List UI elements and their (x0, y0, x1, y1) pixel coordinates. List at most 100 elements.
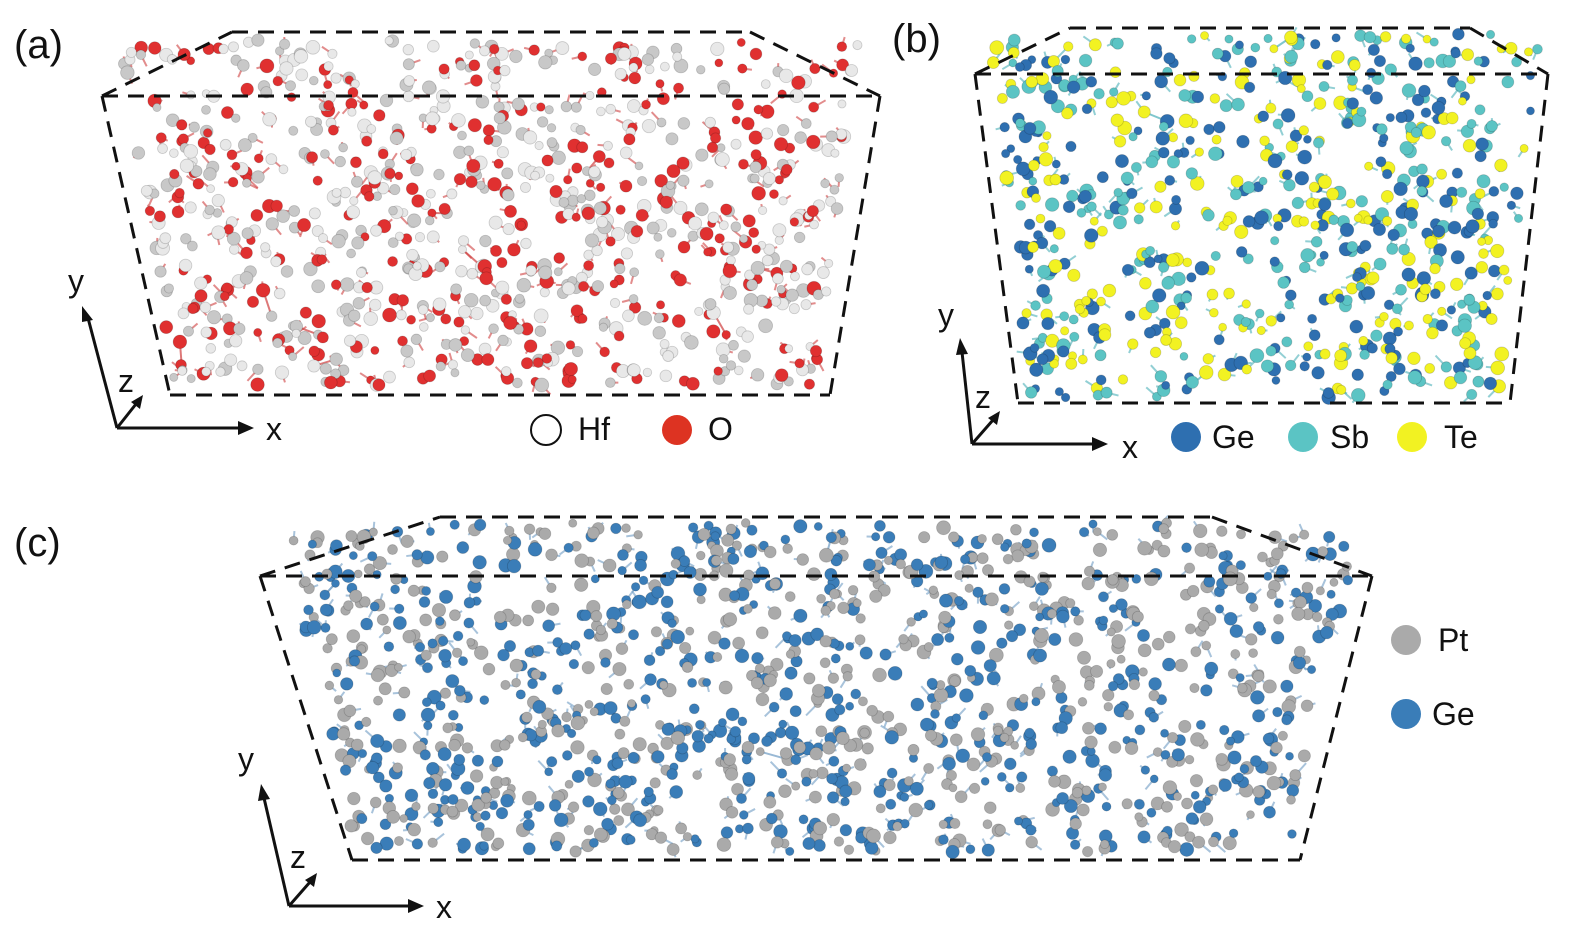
panel-a-axes: y x z (68, 263, 282, 447)
atom (1296, 84, 1306, 94)
atom (1424, 363, 1436, 374)
atom (550, 340, 566, 355)
atom (1002, 553, 1014, 565)
atom (425, 527, 435, 537)
atom (763, 673, 777, 688)
atom (714, 233, 725, 244)
atom (673, 200, 688, 215)
atom (687, 677, 698, 688)
atom (1078, 53, 1093, 68)
atom (293, 49, 309, 64)
atom (1429, 288, 1441, 300)
atom (609, 297, 621, 309)
atom (762, 171, 776, 185)
atom (1294, 170, 1310, 186)
atom (495, 806, 509, 820)
atom (1148, 712, 1160, 723)
atom (1436, 168, 1448, 180)
atom (135, 49, 147, 60)
atom (776, 768, 788, 779)
atom (1419, 283, 1432, 296)
atom (1081, 295, 1092, 306)
atom (1128, 132, 1138, 142)
atom (731, 540, 743, 551)
atom (1519, 143, 1529, 153)
atom (778, 784, 792, 798)
atom (1082, 721, 1095, 735)
atom (661, 638, 673, 650)
atom (1202, 353, 1214, 365)
atom (1329, 577, 1339, 587)
atom (824, 567, 838, 581)
atom (1245, 633, 1258, 646)
atom (1107, 680, 1119, 692)
legend-swatch-o (662, 415, 692, 445)
atom (815, 725, 828, 738)
atom (1160, 334, 1172, 346)
atom (588, 837, 599, 848)
atom (790, 754, 802, 766)
z-axis-arrow (287, 881, 312, 907)
atom (1013, 623, 1027, 637)
atom (390, 584, 400, 595)
atom (323, 80, 333, 90)
atom (306, 620, 322, 635)
atom (373, 695, 384, 706)
atom (1286, 794, 1296, 805)
atom (1452, 27, 1465, 41)
atom (402, 90, 415, 103)
atom (1477, 237, 1486, 246)
atom (620, 247, 634, 260)
atom (1490, 287, 1504, 301)
atom (470, 306, 484, 321)
atom (825, 531, 837, 544)
atom (1380, 190, 1394, 204)
atom (445, 674, 460, 689)
atom (457, 837, 472, 852)
atom (1092, 542, 1108, 557)
atom (1033, 648, 1048, 663)
atom (1103, 209, 1114, 220)
atom (273, 287, 286, 300)
atom (1257, 551, 1268, 563)
atom (438, 589, 454, 604)
atom (731, 115, 741, 125)
atom (1431, 100, 1446, 115)
atom (536, 102, 546, 112)
atom (1077, 697, 1088, 707)
atom (356, 267, 367, 278)
atom (793, 608, 808, 623)
atom (1361, 285, 1376, 300)
atom (887, 665, 903, 681)
atom (976, 552, 989, 565)
atom (563, 175, 573, 185)
atom (1252, 621, 1265, 633)
atom (1271, 376, 1281, 385)
atom (923, 762, 935, 774)
atom (820, 178, 830, 189)
atom (716, 837, 732, 852)
atom (718, 353, 729, 364)
atom (718, 637, 731, 650)
atom (530, 170, 540, 181)
atom (224, 353, 238, 367)
atom (1060, 54, 1071, 65)
atom (714, 58, 724, 68)
atom (460, 325, 471, 335)
panel-a-atom-spheres (118, 33, 863, 393)
atom (1462, 138, 1477, 153)
z-axis-arrow (970, 419, 995, 445)
atom (334, 155, 346, 168)
atom (981, 564, 994, 577)
atom (219, 138, 232, 151)
atom (740, 518, 751, 528)
atom (569, 845, 582, 858)
atom (1029, 362, 1044, 377)
atom (1488, 218, 1499, 229)
atom (1031, 193, 1041, 203)
atom (1189, 682, 1200, 694)
atom (970, 727, 986, 742)
atom (574, 577, 589, 592)
atom (660, 736, 674, 750)
x-axis-label: x (1122, 429, 1138, 465)
